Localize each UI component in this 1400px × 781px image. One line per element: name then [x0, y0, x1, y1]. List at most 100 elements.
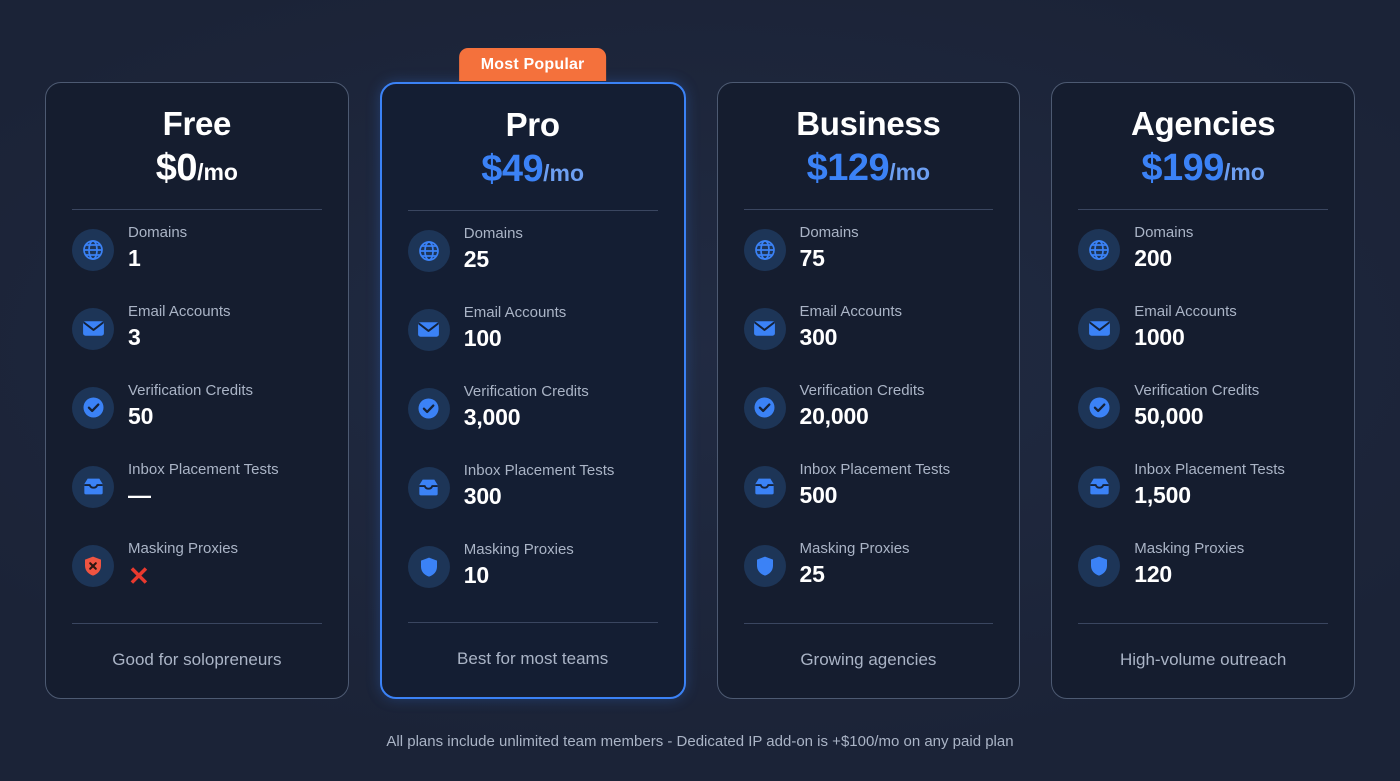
feature-list: Domains 1 Email Accounts 3 Verification Cred… — [72, 224, 322, 623]
feature-label: Email Accounts — [128, 302, 231, 320]
feature-row: Masking Proxies 25 — [743, 539, 994, 594]
feature-row: Domains 1 — [72, 224, 322, 278]
feature-value: 500 — [799, 482, 838, 509]
feature-row: Verification Credits 3,000 — [407, 382, 658, 437]
feature-label: Verification Credits — [1134, 381, 1260, 399]
feature-value: 75 — [799, 245, 825, 272]
feature-row: Domains 25 — [407, 224, 658, 279]
feature-row: Domains 200 — [1078, 224, 1328, 278]
shield-icon — [743, 544, 786, 587]
feature-label: Masking Proxies — [463, 540, 574, 558]
feature-row: Inbox Placement Tests 500 — [743, 460, 994, 515]
plan-name: Pro — [505, 106, 560, 143]
feature-label: Verification Credits — [128, 381, 254, 399]
feature-label: Masking Proxies — [799, 539, 910, 557]
feature-label: Verification Credits — [799, 381, 925, 399]
header-divider — [743, 208, 994, 210]
plan-price: $129/mo — [744, 147, 994, 191]
inbox-icon — [407, 466, 450, 509]
feature-row: Verification Credits 50,000 — [1078, 382, 1328, 436]
pricing-card-pro[interactable]: Most Popular Pro $49/mo Domains 25 Email Acco… — [379, 48, 686, 699]
price-period: /mo — [889, 158, 931, 185]
plan-tagline: Best for most teams — [457, 648, 609, 668]
price-period: /mo — [197, 158, 238, 185]
pricing-footnote: All plans include unlimited team members… — [386, 733, 1014, 750]
envelope-icon — [407, 308, 450, 351]
feature-label: Inbox Placement Tests — [1134, 460, 1285, 478]
feature-value: 25 — [799, 561, 825, 588]
feature-value: 300 — [799, 324, 838, 351]
feature-value: 3 — [128, 324, 141, 351]
plan-price: $49/mo — [408, 148, 658, 192]
plan-tagline: Growing agencies — [800, 649, 937, 669]
feature-list: Domains 75 Email Accounts 300 Verification C… — [743, 223, 994, 623]
feature-row: Domains 75 — [743, 223, 994, 278]
plan-price: $199/mo — [1078, 147, 1328, 191]
envelope-icon — [743, 307, 786, 350]
feature-row: Email Accounts 1000 — [1078, 303, 1328, 357]
pricing-card-agencies[interactable]: Agencies $199/mo Domains 200 Email Accounts 1… — [1051, 82, 1355, 699]
feature-value: 50,000 — [1134, 403, 1204, 430]
feature-row: Verification Credits 50 — [72, 382, 322, 436]
feature-label: Domains — [463, 224, 523, 242]
shield-icon — [1078, 544, 1121, 587]
feature-label: Email Accounts — [463, 303, 567, 321]
feature-row: Email Accounts 3 — [72, 303, 322, 357]
pricing-card-free[interactable]: Free $0/mo Domains 1 Email Accounts 3 Verifica… — [45, 82, 349, 699]
feature-label: Inbox Placement Tests — [128, 460, 279, 478]
feature-label: Email Accounts — [1134, 302, 1237, 320]
globe-icon — [743, 228, 786, 271]
feature-value: 3,000 — [463, 404, 521, 431]
feature-label: Domains — [799, 223, 859, 241]
most-popular-badge: Most Popular — [458, 48, 607, 81]
feature-list: Domains 200 Email Accounts 1000 Verification… — [1078, 224, 1328, 623]
inbox-icon — [72, 465, 114, 508]
feature-label: Email Accounts — [799, 302, 903, 320]
footer-divider — [1078, 622, 1328, 624]
feature-value: 1,500 — [1134, 482, 1191, 509]
feature-value: 25 — [463, 246, 489, 273]
price-period: /mo — [543, 159, 585, 186]
plan-price: $0/mo — [72, 147, 322, 191]
plan-name: Free — [162, 105, 232, 142]
check-circle-icon — [743, 386, 786, 429]
price-period: /mo — [1223, 158, 1265, 185]
feature-value: — — [128, 482, 151, 509]
feature-value: 200 — [1134, 245, 1173, 272]
footer-divider — [743, 622, 994, 624]
footer-divider — [407, 621, 658, 623]
pricing-cards-row: Free $0/mo Domains 1 Email Accounts 3 Verifica… — [45, 48, 1355, 699]
feature-value: 100 — [463, 325, 502, 352]
feature-value: 1000 — [1134, 324, 1185, 351]
feature-list: Domains 25 Email Accounts 100 Verification C… — [407, 224, 658, 622]
envelope-icon — [72, 307, 114, 350]
feature-label: Verification Credits — [463, 382, 589, 400]
feature-value: ✕ — [128, 561, 150, 592]
feature-row: Masking Proxies 10 — [407, 540, 658, 595]
price-amount: $0 — [155, 146, 198, 189]
feature-row: Email Accounts 300 — [743, 302, 994, 357]
check-circle-icon — [72, 386, 114, 429]
header-divider — [407, 209, 658, 211]
feature-value: 300 — [463, 483, 502, 510]
feature-value: 10 — [463, 562, 489, 589]
feature-label: Domains — [1134, 223, 1194, 241]
pricing-card-business[interactable]: Business $129/mo Domains 75 Email Accounts 30… — [716, 82, 1021, 699]
price-amount: $129 — [806, 146, 890, 189]
feature-row: Masking Proxies ✕ — [72, 540, 322, 594]
feature-value: 120 — [1134, 561, 1173, 588]
feature-label: Inbox Placement Tests — [799, 460, 951, 478]
header-divider — [1078, 208, 1328, 210]
plan-tagline: High-volume outreach — [1119, 649, 1287, 669]
price-amount: $49 — [481, 147, 544, 190]
globe-icon — [1078, 228, 1121, 271]
feature-row: Inbox Placement Tests 1,500 — [1078, 461, 1328, 515]
feature-value: 20,000 — [799, 403, 869, 430]
footer-divider — [72, 622, 322, 624]
shield-x-icon — [72, 544, 114, 587]
envelope-icon — [1078, 307, 1121, 350]
feature-row: Masking Proxies 120 — [1078, 540, 1328, 594]
plan-tagline: Good for solopreneurs — [112, 649, 282, 669]
price-amount: $199 — [1141, 146, 1224, 189]
